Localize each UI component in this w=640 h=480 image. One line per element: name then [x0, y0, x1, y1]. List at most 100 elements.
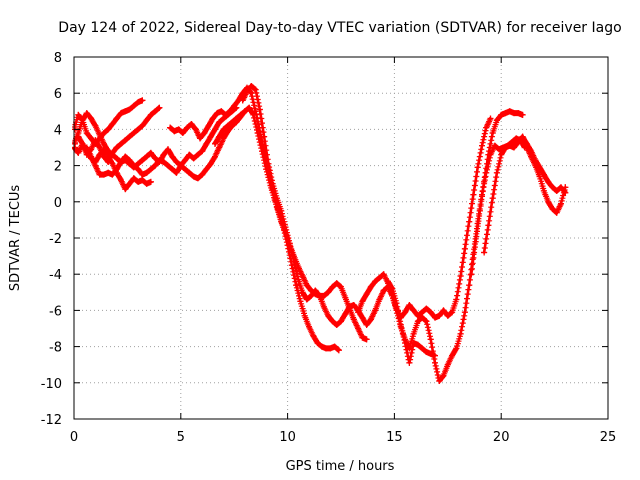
data-point	[122, 186, 129, 193]
data-point	[342, 294, 349, 301]
data-point	[427, 309, 434, 316]
data-point	[96, 131, 103, 138]
data-point	[461, 245, 468, 252]
data-point	[325, 289, 332, 296]
data-point	[122, 108, 129, 115]
data-point	[139, 171, 146, 178]
data-point	[190, 155, 197, 162]
data-point	[256, 106, 263, 113]
data-point	[92, 137, 99, 144]
data-point	[113, 144, 120, 151]
data-point	[423, 305, 430, 312]
data-point	[355, 325, 362, 332]
data-point	[269, 180, 276, 187]
data-point	[147, 166, 154, 173]
data-point	[156, 104, 163, 111]
x-axis-label: GPS time / hours	[286, 459, 395, 474]
data-point	[485, 222, 492, 229]
data-point	[410, 330, 417, 337]
data-point	[402, 309, 409, 316]
data-point	[427, 350, 434, 357]
data-point	[259, 148, 265, 155]
data-point	[474, 164, 481, 171]
data-point	[402, 340, 409, 346]
data-point	[297, 298, 304, 305]
data-point	[83, 110, 90, 117]
data-point	[147, 149, 154, 156]
data-point	[440, 372, 447, 379]
data-point	[291, 258, 297, 265]
series-arc8	[239, 83, 494, 328]
data-point	[126, 180, 133, 187]
series-markers	[167, 84, 370, 343]
data-point	[367, 316, 374, 323]
data-point	[331, 343, 338, 350]
series-arc11	[468, 108, 526, 278]
y-tick-label: -4	[49, 268, 62, 283]
data-point	[160, 159, 167, 165]
data-point	[515, 110, 522, 117]
data-point	[498, 151, 505, 158]
data-point	[419, 309, 426, 316]
data-point	[171, 128, 178, 135]
data-point	[147, 111, 154, 118]
data-point	[165, 146, 171, 153]
data-point	[432, 359, 438, 366]
data-point	[320, 303, 327, 310]
data-point	[479, 142, 485, 149]
data-point	[165, 162, 171, 169]
data-point	[432, 352, 438, 359]
data-point	[545, 198, 552, 205]
y-tick-label: 8	[54, 51, 62, 66]
data-point	[481, 249, 488, 256]
data-point	[489, 195, 496, 202]
data-point	[466, 218, 473, 225]
data-point	[335, 347, 342, 354]
series-markers	[355, 135, 528, 384]
data-point	[118, 110, 124, 117]
data-point	[506, 108, 513, 115]
y-tick-label: 0	[54, 196, 62, 211]
data-point	[75, 149, 82, 156]
data-point	[519, 111, 526, 118]
data-point	[367, 283, 374, 290]
data-point	[440, 307, 447, 314]
data-point	[109, 160, 116, 167]
data-point	[363, 291, 370, 298]
data-point	[212, 153, 218, 160]
series-trace	[213, 106, 341, 352]
data-point	[226, 108, 233, 115]
data-point	[299, 289, 306, 296]
y-tick-label: 4	[54, 123, 62, 138]
data-point	[250, 111, 257, 118]
data-point	[376, 296, 383, 303]
data-point	[293, 282, 300, 289]
y-tick-label: -6	[49, 304, 62, 319]
data-point	[194, 175, 201, 182]
data-point	[169, 153, 176, 160]
data-point	[96, 144, 103, 151]
data-point	[562, 184, 569, 191]
data-point	[152, 155, 159, 162]
data-point	[241, 108, 248, 115]
data-point	[414, 312, 421, 319]
data-point	[83, 130, 90, 136]
data-point	[109, 171, 116, 178]
data-point	[314, 340, 321, 346]
x-tick-label: 5	[177, 430, 185, 445]
data-point	[449, 309, 456, 316]
data-point	[135, 126, 142, 133]
data-point	[410, 307, 417, 314]
data-point	[96, 151, 103, 158]
data-point	[130, 102, 137, 109]
data-point	[273, 195, 280, 202]
y-axis-label: SDTVAR / TECUs	[8, 185, 23, 292]
data-point	[540, 187, 547, 194]
data-point	[152, 162, 159, 169]
x-tick-label: 25	[600, 430, 617, 445]
y-tick-labels: -12 -10 -8 -6 -4 -2 0 2 4 6 8	[41, 51, 62, 428]
data-point	[88, 153, 95, 160]
data-point	[118, 177, 124, 184]
data-point	[252, 86, 259, 93]
